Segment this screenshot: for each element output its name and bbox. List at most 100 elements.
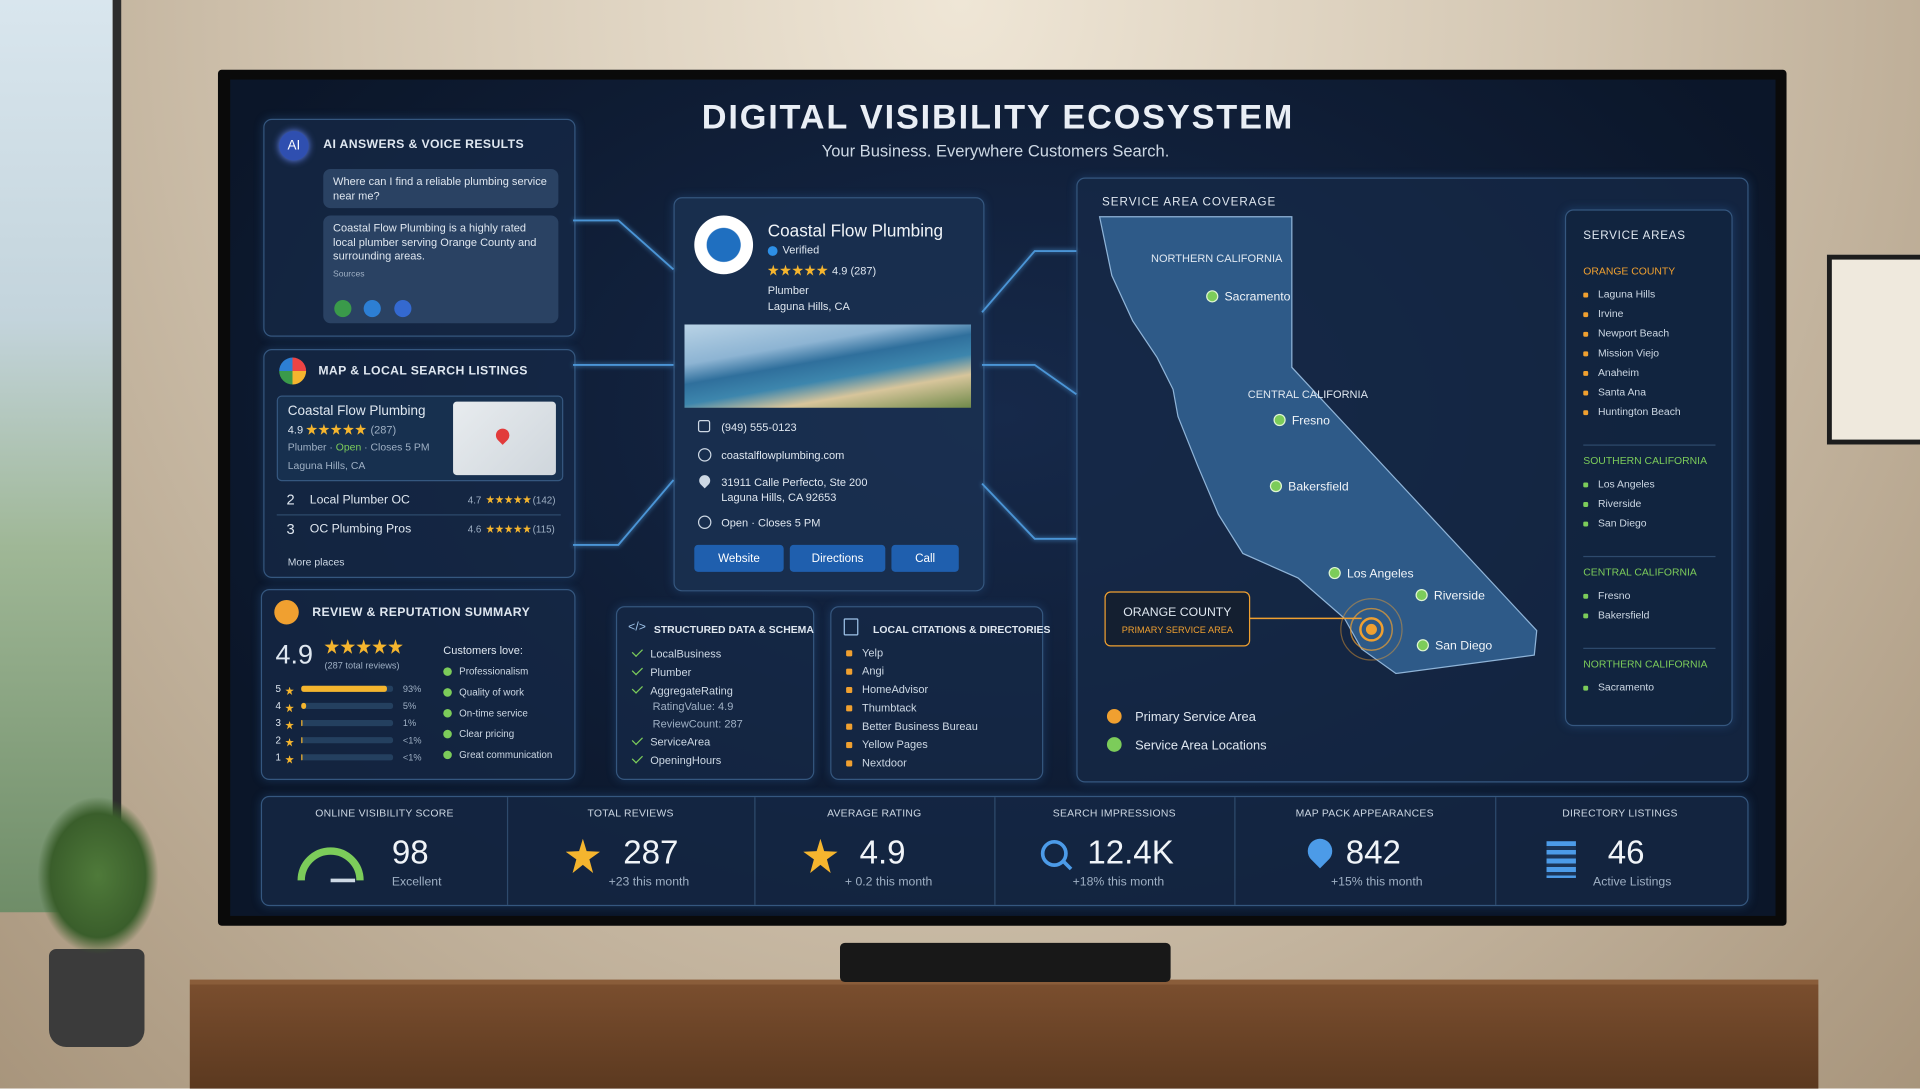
kpi-value: 98 <box>392 834 429 872</box>
map-pin <box>493 426 512 445</box>
more-places[interactable]: More places <box>288 556 345 568</box>
city-name: Anaheim <box>1598 366 1639 378</box>
bullet <box>1583 502 1588 507</box>
schema-item: AggregateRating <box>632 683 733 696</box>
bar-label: 1% <box>403 718 416 729</box>
review-count: (142) <box>533 495 556 506</box>
city-name: Mission Viejo <box>1598 347 1659 359</box>
kpi-value: 4.9 <box>860 834 906 872</box>
bullet <box>1583 685 1588 690</box>
star <box>817 265 828 276</box>
schema-label: Plumber <box>650 666 691 678</box>
star <box>306 424 317 435</box>
website-button[interactable]: Website <box>694 545 783 572</box>
city-name: Irvine <box>1598 307 1623 319</box>
citation-item: Thumbtack <box>846 702 916 714</box>
sources-label: Sources <box>333 268 549 282</box>
star <box>504 495 512 503</box>
review-count: (287) <box>850 264 876 276</box>
search-handle <box>1062 860 1072 870</box>
bullet <box>846 650 852 656</box>
listing-name: OC Plumbing Pros <box>310 523 411 536</box>
star <box>486 525 494 533</box>
profile-card: Coastal Flow Plumbing Verified 4.9 (287)… <box>673 197 984 591</box>
bar-label: 93% <box>403 683 421 694</box>
star <box>285 736 295 749</box>
area-city: Santa Ana <box>1583 386 1646 398</box>
panel-title: SERVICE AREA COVERAGE <box>1102 196 1276 209</box>
panel-title: MAP & LOCAL SEARCH LISTINGS <box>318 365 527 378</box>
star <box>285 721 294 730</box>
area-city: San Diego <box>1583 517 1646 529</box>
plant <box>37 796 159 955</box>
kpi-note: Active Listings <box>1593 876 1671 889</box>
kpi-label: TOTAL REVIEWS <box>507 807 754 819</box>
bullet <box>1583 332 1588 337</box>
check-icon <box>443 668 452 677</box>
directory-icon <box>844 618 859 635</box>
area-city: Fresno <box>1583 589 1630 601</box>
bar <box>301 720 302 726</box>
citation-item: Yelp <box>846 647 883 659</box>
listing-rating-line: 4.9 (287) <box>288 424 396 438</box>
category: Plumber <box>288 441 327 453</box>
call-button[interactable]: Call <box>891 545 958 572</box>
area-city: Anaheim <box>1583 366 1639 378</box>
clock-icon <box>698 516 711 529</box>
divider <box>277 514 561 515</box>
kpi-note: +18% this month <box>1073 876 1165 889</box>
bar-track <box>301 686 393 692</box>
star <box>523 495 531 503</box>
star <box>285 755 294 764</box>
schema-label: AggregateRating <box>650 684 733 696</box>
stars <box>285 685 295 697</box>
bullet <box>1583 312 1588 317</box>
bullet <box>1583 292 1588 297</box>
panel-title: LOCAL CITATIONS & DIRECTORIES <box>873 623 1050 635</box>
star <box>343 424 354 435</box>
business-name: Coastal Flow Plumbing <box>768 220 943 240</box>
area-city: Irvine <box>1583 307 1623 319</box>
area-city: Bakersfield <box>1583 609 1649 621</box>
panel-title: SERVICE AREAS <box>1583 229 1685 242</box>
star <box>318 424 329 435</box>
directions-button[interactable]: Directions <box>790 545 886 572</box>
legend-swatch <box>1107 709 1122 724</box>
star <box>331 424 342 435</box>
review-count: (115) <box>533 524 555 535</box>
love-item: On-time service <box>443 708 528 719</box>
review-count: (287) <box>370 424 396 436</box>
city-name: Sacramento <box>1598 681 1654 693</box>
bullet <box>1583 482 1588 487</box>
bar <box>301 686 386 692</box>
listing-name: Local Plumber OC <box>310 493 410 506</box>
kpi-value: 842 <box>1346 834 1401 872</box>
star <box>486 495 494 503</box>
stars <box>486 495 532 505</box>
star <box>768 265 779 276</box>
check-icon <box>443 751 452 760</box>
citation-name: Better Business Bureau <box>862 720 978 732</box>
listing-meta: Plumber · Open · Closes 5 PM <box>288 441 430 453</box>
star <box>285 738 294 747</box>
overall-rating: 4.9 <box>276 639 313 671</box>
check <box>632 752 643 763</box>
status: Open <box>336 441 361 453</box>
schema-label: LocalBusiness <box>650 648 721 660</box>
bar-track <box>301 720 393 726</box>
schema-panel: </> STRUCTURED DATA & SCHEMA LocalBusine… <box>616 606 814 780</box>
check-icon <box>443 689 452 698</box>
love-item: Professionalism <box>443 666 528 677</box>
stars <box>486 525 532 535</box>
city-name: Laguna Hills <box>1598 288 1655 300</box>
love-text: On-time service <box>459 708 528 719</box>
coverage-panel: SERVICE AREA COVERAGE ORANGE COUNTY PRIM… <box>1076 178 1748 783</box>
stars <box>285 702 295 714</box>
listing-rating: 4.7 <box>468 495 482 506</box>
stars <box>324 639 404 656</box>
soundbar <box>840 943 1171 982</box>
bullet <box>846 761 852 767</box>
city-name: Bakersfield <box>1598 609 1650 621</box>
